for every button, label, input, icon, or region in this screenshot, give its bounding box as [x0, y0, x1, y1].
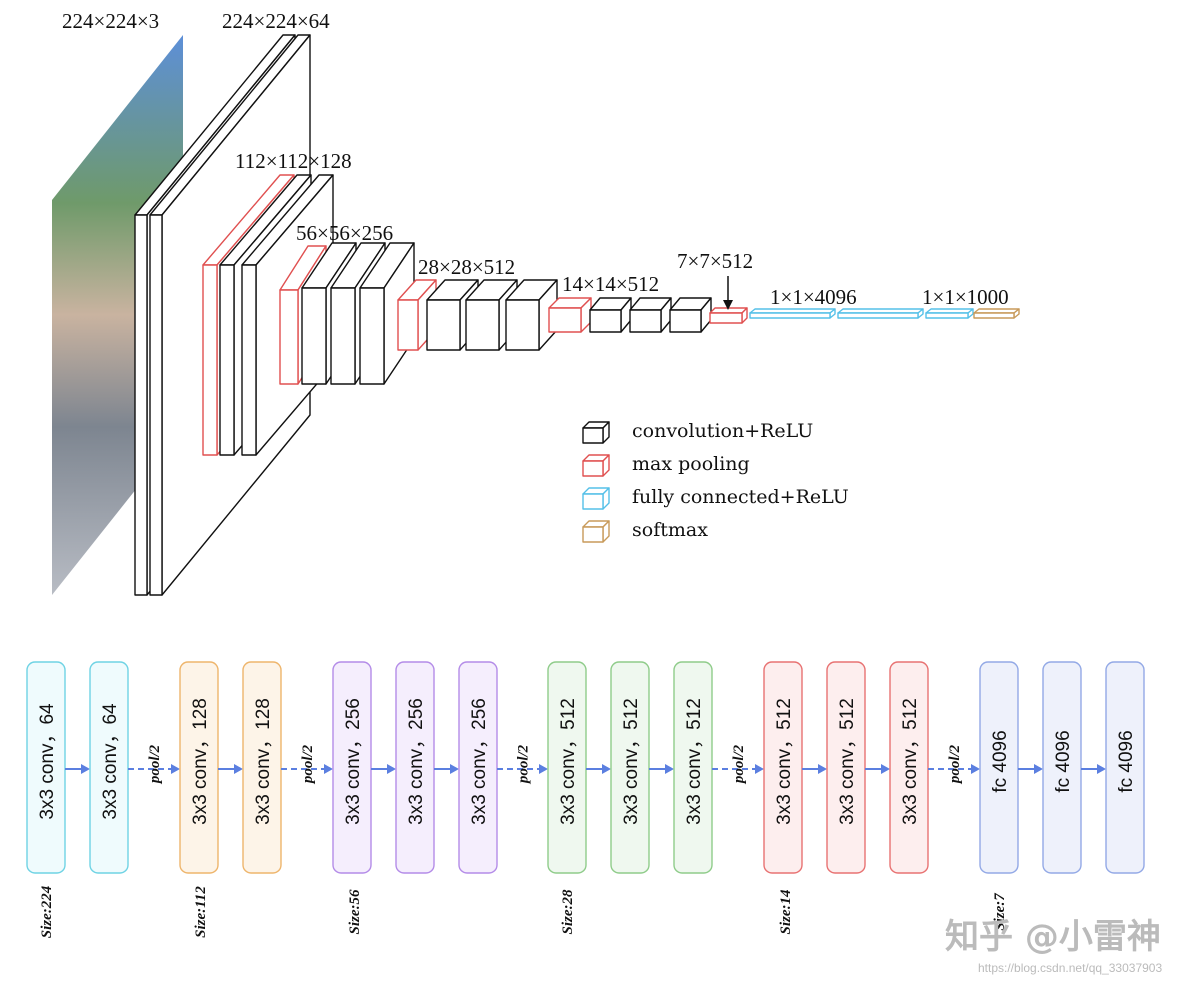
- legend-swatch: [582, 454, 610, 477]
- layer-block: fc 4096: [1042, 661, 1082, 874]
- layer-block: 3x3 conv，512: [889, 661, 929, 874]
- flow-arrow: [712, 764, 764, 774]
- layer-label: 3x3 conv，512: [684, 698, 705, 825]
- pool-label: pool/2: [516, 744, 532, 785]
- flow-arrow: [1018, 764, 1043, 774]
- layer-block: 3x3 conv，256: [395, 661, 435, 874]
- label-block2: 112×112×128: [235, 149, 352, 173]
- flow-arrow: [281, 764, 333, 774]
- flow-arrow: [1081, 764, 1106, 774]
- layer-block: 3x3 conv，64: [89, 661, 129, 874]
- legend-swatch: [582, 487, 610, 510]
- legend-label: max pooling: [632, 453, 750, 475]
- size-label: Size:224: [39, 885, 55, 938]
- legend-label: softmax: [632, 519, 708, 541]
- flow-arrow: [497, 764, 548, 774]
- layer-block: 3x3 conv，64: [26, 661, 66, 874]
- cuboid-18: [749, 308, 836, 319]
- layer-block: 3x3 conv，128: [179, 661, 219, 874]
- pool-label: pool/2: [731, 744, 747, 785]
- legend-label: convolution+ReLU: [632, 420, 813, 442]
- cuboid-16: [669, 297, 712, 333]
- layer-block: fc 4096: [1105, 661, 1145, 874]
- watermark-url: https://blog.csdn.net/qq_33037903: [978, 961, 1162, 975]
- flow-arrow: [586, 764, 611, 774]
- size-label: Size:56: [347, 889, 363, 935]
- label-block3: 56×56×256: [296, 221, 393, 245]
- layer-label: 3x3 conv，512: [900, 698, 921, 825]
- label-block1: 224×224×64: [222, 9, 330, 33]
- watermark: 知乎 @小雷神: [945, 917, 1161, 957]
- flow-arrow: [802, 764, 827, 774]
- size-label: Size:7: [992, 893, 1008, 931]
- feature-map-cuboids: [134, 34, 1020, 596]
- legend-item: max pooling: [582, 453, 750, 477]
- flow-arrow: [649, 764, 674, 774]
- size-label: Size:112: [193, 886, 209, 938]
- legend-item: convolution+ReLU: [582, 420, 813, 444]
- flow-arrow: [128, 764, 180, 774]
- layer-label: 3x3 conv，512: [558, 698, 579, 825]
- layer-block: 3x3 conv，256: [332, 661, 372, 874]
- layer-block: 3x3 conv，256: [458, 661, 498, 874]
- legend-swatch: [582, 520, 610, 543]
- legend-item: softmax: [582, 519, 708, 543]
- cuboid-19: [837, 308, 924, 319]
- layer-label: fc 4096: [1116, 730, 1137, 792]
- legend-swatch: [582, 421, 610, 444]
- label-block4: 28×28×512: [418, 255, 515, 279]
- layer-label: 3x3 conv，256: [469, 698, 490, 825]
- cuboid-10: [426, 279, 479, 351]
- cuboid-21: [973, 308, 1020, 319]
- layer-block: 3x3 conv，512: [673, 661, 713, 874]
- layer-label: 3x3 conv，256: [343, 698, 364, 825]
- pool5-arrow: [723, 276, 733, 310]
- layer-block: 3x3 conv，512: [610, 661, 650, 874]
- layer-block: 3x3 conv，512: [547, 661, 587, 874]
- flow-arrow: [434, 764, 459, 774]
- flow-arrow: [65, 764, 90, 774]
- layer-label: fc 4096: [1053, 730, 1074, 792]
- legend: convolution+ReLU max pooling fully connect…: [582, 420, 849, 543]
- flow-arrow: [371, 764, 396, 774]
- cuboid-13: [548, 297, 592, 333]
- label-pool5: 7×7×512: [677, 249, 753, 273]
- pool-label: pool/2: [947, 744, 963, 785]
- layer-label: 3x3 conv，512: [621, 698, 642, 825]
- layer-label: 3x3 conv，64: [100, 703, 121, 820]
- layer-label: 3x3 conv，512: [774, 698, 795, 825]
- layer-label: 3x3 conv，512: [837, 698, 858, 825]
- size-label: Size:14: [778, 889, 794, 935]
- layer-label: 3x3 conv，256: [406, 698, 427, 825]
- layer-block: 3x3 conv，512: [826, 661, 866, 874]
- layer-flow: 3x3 conv，64 3x3 conv，64 pool/2 3x3 conv，128…: [26, 661, 1145, 938]
- label-input: 224×224×3: [62, 9, 159, 33]
- flow-arrow: [928, 764, 980, 774]
- label-softmax: 1×1×1000: [922, 285, 1009, 309]
- cuboid-17: [709, 307, 748, 324]
- flow-arrow: [865, 764, 890, 774]
- layer-block: 3x3 conv，128: [242, 661, 282, 874]
- label-fc: 1×1×4096: [770, 285, 857, 309]
- pool-label: pool/2: [147, 744, 163, 785]
- cuboid-15: [629, 297, 672, 333]
- cuboid-14: [589, 297, 632, 333]
- pool-label: pool/2: [300, 744, 316, 785]
- layer-label: 3x3 conv，64: [37, 703, 58, 820]
- cuboid-20: [925, 308, 974, 319]
- layer-label: 3x3 conv，128: [253, 698, 274, 825]
- layer-block: fc 4096: [979, 661, 1019, 874]
- legend-label: fully connected+ReLU: [632, 486, 849, 508]
- label-block5: 14×14×512: [562, 272, 659, 296]
- size-label: Size:28: [560, 889, 576, 935]
- layer-label: 3x3 conv，128: [190, 698, 211, 825]
- legend-item: fully connected+ReLU: [582, 486, 849, 510]
- layer-label: fc 4096: [990, 730, 1011, 792]
- flow-arrow: [218, 764, 243, 774]
- layer-block: 3x3 conv，512: [763, 661, 803, 874]
